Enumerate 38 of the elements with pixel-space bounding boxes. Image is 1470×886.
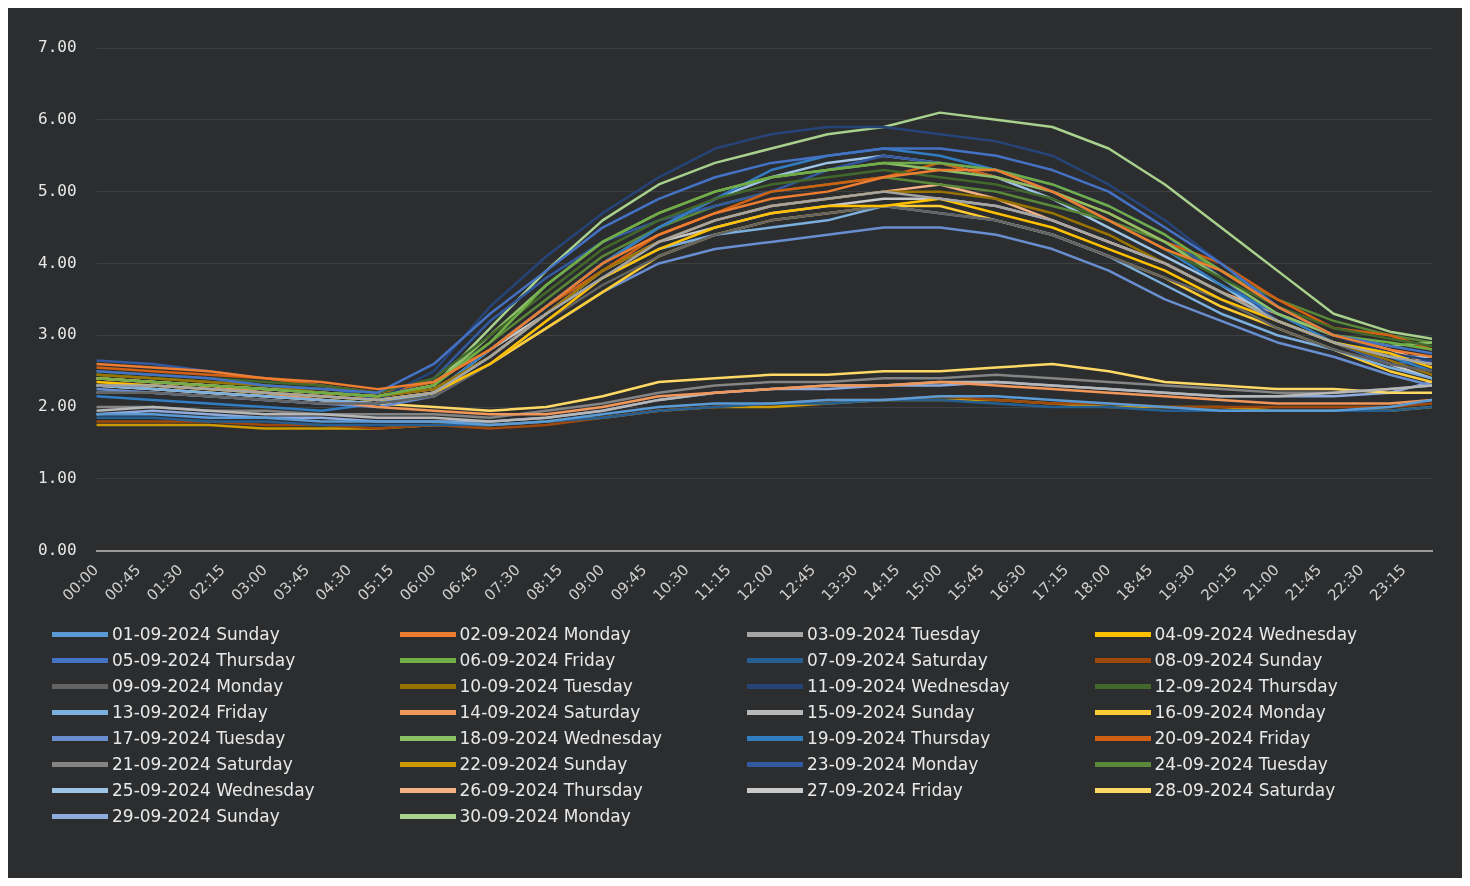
legend-label: 28-09-2024 Saturday (1154, 780, 1336, 800)
y-tick-label: 4.00 (38, 252, 77, 272)
y-tick-label: 0.00 (38, 539, 77, 559)
y-tick-label: 6.00 (38, 108, 77, 128)
legend-label: 15-09-2024 Sunday (807, 702, 975, 722)
legend-label: 05-09-2024 Thursday (112, 650, 296, 670)
legend-label: 26-09-2024 Thursday (459, 780, 643, 800)
legend-label: 22-09-2024 Sunday (459, 754, 628, 774)
legend-label: 02-09-2024 Monday (459, 624, 631, 644)
legend-label: 06-09-2024 Friday (459, 650, 616, 670)
y-tick-label: 1.00 (38, 468, 77, 488)
legend-label: 18-09-2024 Wednesday (459, 728, 663, 748)
legend-label: 23-09-2024 Monday (807, 754, 979, 774)
legend-label: 09-09-2024 Monday (112, 676, 284, 696)
y-tick-label: 2.00 (38, 396, 77, 416)
legend-label: 25-09-2024 Wednesday (112, 780, 315, 800)
legend-label: 30-09-2024 Monday (459, 806, 631, 826)
legend-label: 29-09-2024 Sunday (112, 806, 280, 826)
legend-label: 04-09-2024 Wednesday (1154, 624, 1358, 644)
legend-label: 24-09-2024 Tuesday (1154, 754, 1328, 774)
y-tick-label: 5.00 (38, 180, 77, 200)
legend-label: 14-09-2024 Saturday (459, 702, 641, 722)
y-tick-label: 3.00 (38, 324, 77, 344)
legend-label: 21-09-2024 Saturday (112, 754, 293, 774)
legend-label: 27-09-2024 Friday (807, 780, 963, 800)
legend-label: 11-09-2024 Wednesday (807, 676, 1010, 696)
legend-label: 12-09-2024 Thursday (1154, 676, 1338, 696)
legend-label: 03-09-2024 Tuesday (807, 624, 981, 644)
legend-label: 19-09-2024 Thursday (807, 728, 991, 748)
y-tick-label: 7.00 (38, 37, 77, 57)
legend-label: 20-09-2024 Friday (1154, 728, 1311, 748)
legend-label: 13-09-2024 Friday (112, 702, 268, 722)
legend-label: 10-09-2024 Tuesday (459, 676, 633, 696)
legend-label: 16-09-2024 Monday (1154, 702, 1326, 722)
legend-label: 17-09-2024 Tuesday (112, 728, 286, 748)
legend-label: 08-09-2024 Sunday (1154, 650, 1323, 670)
legend-label: 07-09-2024 Saturday (807, 650, 988, 670)
legend-label: 01-09-2024 Sunday (112, 624, 280, 644)
